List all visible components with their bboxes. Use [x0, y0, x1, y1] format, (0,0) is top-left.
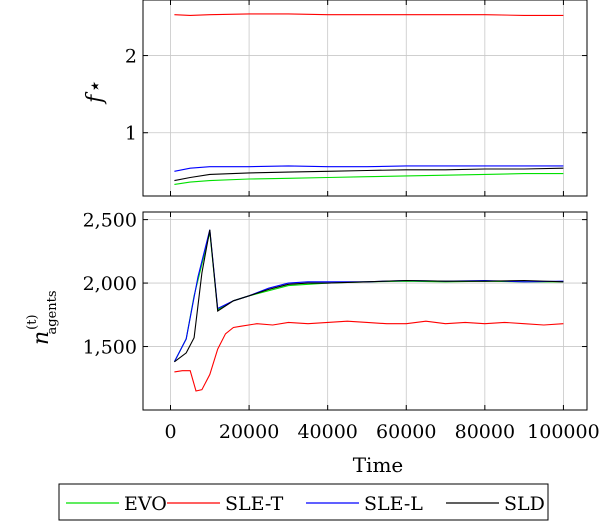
x-axis-label: Time: [353, 453, 404, 477]
bottom-panel-grid: [143, 212, 587, 410]
top-panel-frame: [142, 0, 588, 197]
bottom-panel-ticks: 0 20000 40000 60000 80000 100000 1,500 2,000 2,5…: [83, 210, 600, 443]
legend-label-sle-t: SLE-T: [225, 493, 284, 515]
bottom-panel-agents: 0 20000 40000 60000 80000 100000 1,500 2,000 2,5…: [25, 210, 600, 477]
series-line-sle-l: [174, 165, 564, 172]
y-axis-label-subscript: agents: [45, 290, 60, 334]
legend-label-evo: EVO: [124, 493, 167, 515]
y-axis-label-base: n: [29, 331, 54, 345]
top-panel-y-axis-label: f⋆: [83, 81, 108, 105]
x-tick-label: 60000: [376, 421, 436, 443]
series-line-sle-l: [173, 229, 564, 363]
top-panel-fstar: 12 f⋆: [83, 0, 588, 197]
series-line-sld: [174, 167, 564, 182]
bottom-panel-y-axis-label: n (t) agents: [25, 290, 60, 345]
x-tick-label: 40000: [297, 421, 357, 443]
legend-frame: [58, 483, 549, 521]
legend-items: EVO SLE-T SLE-L SLD: [66, 493, 545, 515]
y-tick-label: 1,500: [83, 337, 137, 359]
x-tick-label: 20000: [219, 421, 279, 443]
y-tick-label: 2,500: [83, 210, 137, 232]
top-panel-series: [174, 13, 564, 185]
y-tick-label: 2: [125, 46, 137, 68]
legend-label-sle-l: SLE-L: [364, 493, 423, 515]
y-tick-label: 2,000: [83, 273, 137, 295]
top-panel-ticks: 12: [125, 0, 587, 196]
y-axis-label-superscript: (t): [25, 314, 40, 329]
series-line-evo: [173, 232, 564, 363]
y-tick-label: 1: [125, 123, 137, 145]
x-tick-label: 0: [164, 421, 176, 443]
x-tick-label: 100000: [527, 421, 600, 443]
bottom-panel-frame: [142, 211, 588, 411]
bottom-panel-series: [173, 229, 564, 392]
legend-label-sld: SLD: [504, 493, 545, 515]
x-tick-label: 80000: [455, 421, 515, 443]
series-line-sle-t: [174, 13, 564, 16]
legend: EVO SLE-T SLE-L SLD: [58, 483, 549, 521]
series-line-evo: [174, 173, 564, 185]
top-panel-grid: [143, 0, 587, 196]
series-line-sld: [174, 229, 564, 363]
series-line-sle-t: [174, 320, 564, 392]
